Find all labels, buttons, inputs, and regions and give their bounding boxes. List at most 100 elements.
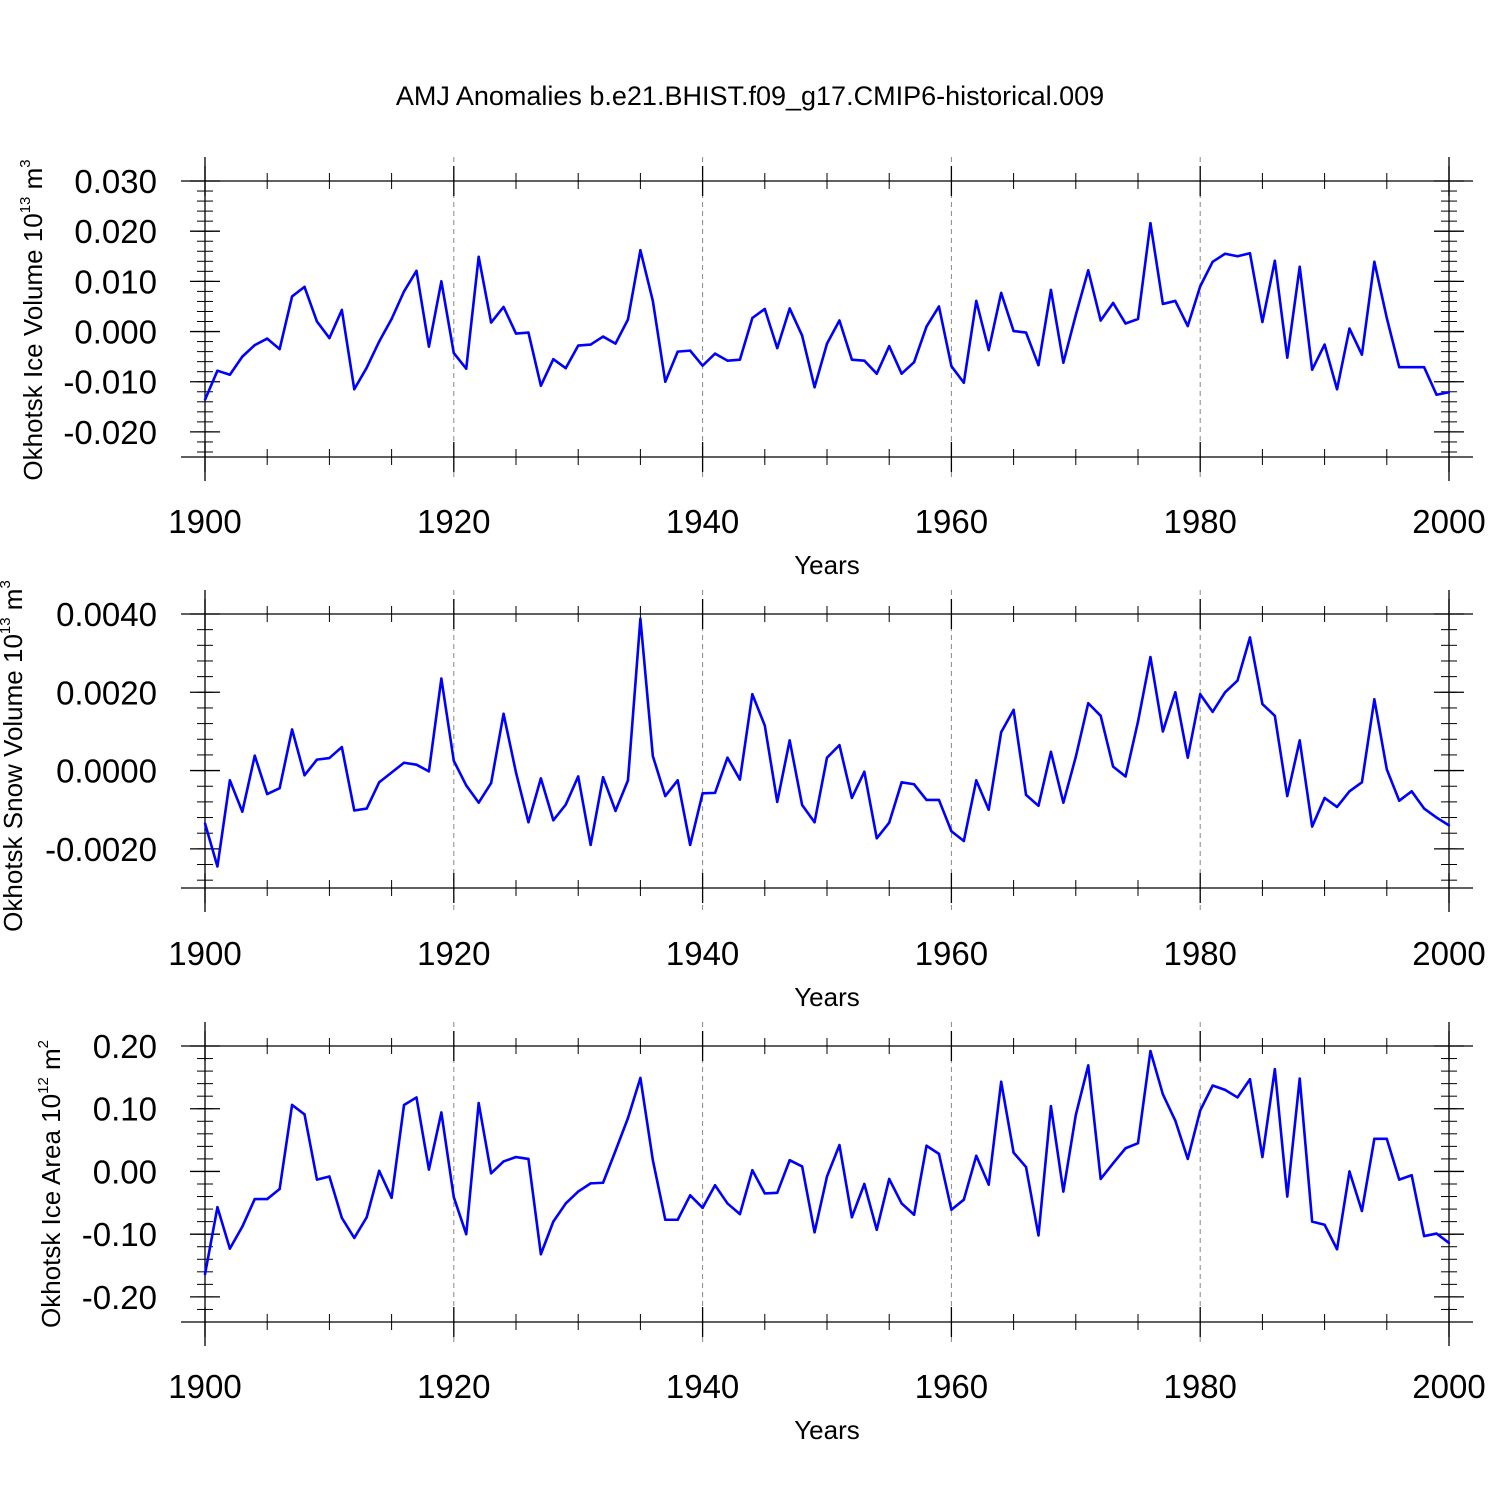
data-point bbox=[701, 1206, 704, 1210]
data-point bbox=[1348, 790, 1351, 793]
data-point bbox=[1373, 260, 1376, 263]
data-point bbox=[1385, 768, 1389, 771]
data-point bbox=[776, 800, 779, 804]
data-point bbox=[1174, 691, 1177, 694]
data-point bbox=[1323, 1223, 1326, 1226]
data-point bbox=[651, 1158, 655, 1162]
data-point bbox=[900, 372, 903, 375]
x-tick-label: 1960 bbox=[915, 1368, 988, 1405]
data-point bbox=[1261, 1155, 1264, 1159]
data-point bbox=[738, 778, 742, 781]
data-point bbox=[1248, 636, 1252, 639]
data-point bbox=[203, 1273, 207, 1276]
data-point bbox=[838, 743, 841, 747]
data-point bbox=[1335, 388, 1339, 391]
data-point bbox=[1286, 356, 1289, 359]
x-tick-label: 1940 bbox=[666, 1368, 739, 1405]
series-points bbox=[203, 221, 1451, 401]
data-point bbox=[1323, 343, 1326, 346]
data-point bbox=[365, 1216, 368, 1219]
data-point bbox=[216, 369, 219, 372]
data-point bbox=[1248, 252, 1252, 255]
data-point bbox=[937, 798, 941, 802]
data-point bbox=[1049, 1105, 1053, 1108]
data-point bbox=[1024, 331, 1028, 334]
x-tick-label: 1920 bbox=[417, 503, 490, 540]
data-point bbox=[253, 343, 256, 347]
data-point bbox=[278, 347, 281, 351]
data-point bbox=[353, 809, 356, 812]
data-point bbox=[1037, 1234, 1040, 1237]
data-point bbox=[1074, 755, 1078, 759]
data-point bbox=[1012, 708, 1015, 712]
data-point bbox=[850, 1216, 854, 1219]
chart-title: AMJ Anomalies b.e21.BHIST.f09_g17.CMIP6-… bbox=[396, 81, 1104, 111]
y-tick-label: 0.00 bbox=[93, 1153, 157, 1190]
data-point bbox=[701, 364, 704, 367]
data-point bbox=[664, 380, 667, 383]
data-point bbox=[875, 1228, 878, 1231]
data-point bbox=[1447, 1241, 1451, 1245]
y-tick-label: -0.010 bbox=[63, 364, 157, 401]
data-point bbox=[1037, 804, 1040, 807]
data-point bbox=[353, 388, 356, 391]
data-point bbox=[1211, 260, 1214, 263]
data-point bbox=[552, 819, 555, 822]
x-tick-label: 2000 bbox=[1412, 503, 1485, 540]
data-point bbox=[1261, 702, 1264, 706]
y-axis-title-text: Okhotsk Snow Volume 10 bbox=[0, 634, 28, 932]
data-point bbox=[477, 255, 480, 258]
data-point bbox=[514, 1155, 518, 1159]
data-point bbox=[1447, 391, 1451, 394]
data-point bbox=[912, 783, 916, 786]
data-point bbox=[763, 307, 766, 311]
data-point bbox=[340, 1216, 344, 1220]
data-point bbox=[1062, 1190, 1065, 1193]
series-points bbox=[203, 1049, 1451, 1276]
data-point bbox=[788, 307, 791, 310]
data-point bbox=[763, 1192, 766, 1195]
data-point bbox=[601, 335, 605, 338]
data-point bbox=[614, 1149, 617, 1152]
data-point bbox=[688, 843, 692, 847]
x-axis-title: Years bbox=[794, 1415, 860, 1445]
series-line bbox=[203, 221, 1450, 401]
data-point bbox=[1236, 1096, 1239, 1099]
data-point bbox=[850, 796, 854, 800]
y-axis-title: Okhotsk Snow Volume 1013 m3 bbox=[0, 580, 28, 932]
y-tick-label: 0.20 bbox=[93, 1028, 157, 1065]
data-point bbox=[1186, 756, 1189, 759]
data-point bbox=[614, 809, 617, 813]
data-point bbox=[1049, 750, 1053, 753]
data-point bbox=[539, 384, 543, 387]
y-tick-label: 0.10 bbox=[93, 1091, 157, 1128]
data-point bbox=[216, 1206, 219, 1209]
data-point bbox=[228, 373, 232, 376]
data-point bbox=[489, 321, 493, 324]
data-point bbox=[1087, 1064, 1090, 1067]
data-point bbox=[390, 771, 393, 774]
data-point bbox=[1273, 1068, 1277, 1071]
data-point bbox=[1161, 302, 1165, 306]
data-point bbox=[1422, 807, 1426, 810]
data-point bbox=[987, 348, 990, 352]
data-point bbox=[1435, 816, 1438, 819]
x-tick-label: 1980 bbox=[1163, 503, 1236, 540]
data-point bbox=[863, 1182, 866, 1186]
data-point bbox=[800, 334, 804, 337]
data-point bbox=[987, 808, 990, 811]
x-tick-label: 1900 bbox=[168, 503, 241, 540]
data-point bbox=[377, 340, 381, 343]
data-point bbox=[303, 1113, 306, 1116]
data-point bbox=[975, 299, 978, 303]
data-point bbox=[328, 756, 331, 760]
data-point bbox=[489, 781, 493, 785]
data-point bbox=[738, 358, 742, 361]
data-point bbox=[589, 843, 592, 847]
data-point bbox=[726, 1202, 729, 1205]
data-point bbox=[1323, 796, 1326, 800]
data-point bbox=[900, 1202, 903, 1205]
y-axis-title-text: Okhotsk Ice Area 10 bbox=[36, 1094, 66, 1328]
data-point bbox=[315, 320, 319, 323]
data-point bbox=[626, 318, 630, 321]
